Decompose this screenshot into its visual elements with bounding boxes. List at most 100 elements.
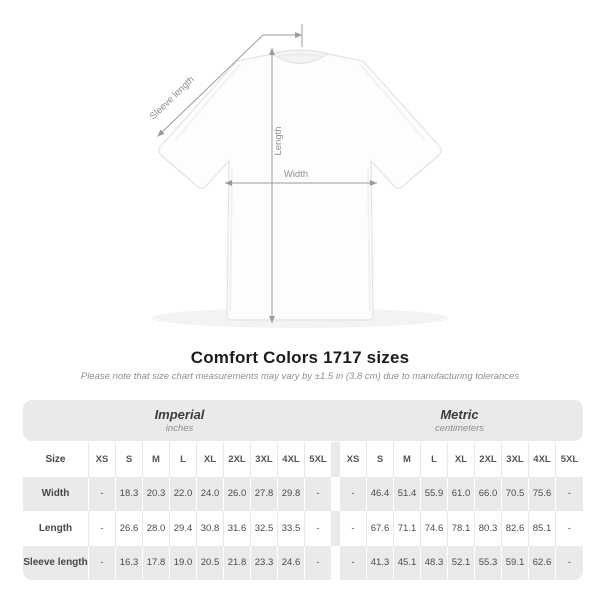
size-col-header: XS (340, 442, 367, 477)
size-col-header: 4XL (278, 442, 305, 477)
value-cell: - (305, 511, 332, 546)
table-row: Length -26.6 28.0 29.4 30.8 31.6 32.5 33.5- -67.… (23, 511, 583, 546)
value-cell: 24.6 (278, 545, 305, 580)
size-col-header: M (143, 442, 170, 477)
value-cell: 26.0 (224, 476, 251, 511)
value-cell: 71.1 (394, 511, 421, 546)
size-col-header: L (170, 442, 197, 477)
value-cell: - (340, 511, 367, 546)
collar (270, 49, 330, 64)
row-label: Length (23, 511, 89, 546)
value-cell: 16.3 (116, 545, 143, 580)
size-col-header: 3XL (502, 442, 529, 477)
value-cell: 26.6 (116, 511, 143, 546)
value-cell: 28.0 (143, 511, 170, 546)
value-cell: 23.3 (251, 545, 278, 580)
table-rows: Size XS S M L XL 2XL 3XL 4XL 5XL XS S M L XL 2XL 3XL 4XL 5… (23, 442, 583, 580)
value-cell: 41.3 (367, 545, 394, 580)
fold-line (359, 63, 426, 141)
size-col-header: 5XL (305, 442, 332, 477)
value-cell: 55.9 (421, 476, 448, 511)
value-cell: 32.5 (251, 511, 278, 546)
arrowhead-down-icon (269, 316, 275, 323)
value-cell: 20.5 (197, 545, 224, 580)
value-cell: 27.8 (251, 476, 278, 511)
section-gap (332, 476, 340, 511)
value-cell: 17.8 (143, 545, 170, 580)
size-col-header: 3XL (251, 442, 278, 477)
value-cell: 74.6 (421, 511, 448, 546)
value-cell: 20.3 (143, 476, 170, 511)
section-gap (332, 442, 340, 477)
size-col-header: XL (197, 442, 224, 477)
value-cell: 19.0 (170, 545, 197, 580)
table-row: Width -18.3 20.3 22.0 24.0 26.0 27.8 29.8- -46.4… (23, 476, 583, 511)
value-cell: - (340, 476, 367, 511)
value-cell: 70.5 (502, 476, 529, 511)
imperial-subtitle: inches (165, 423, 194, 434)
size-header-row: Size XS S M L XL 2XL 3XL 4XL 5XL XS S M L XL 2XL 3XL 4XL 5… (23, 442, 583, 477)
size-chart-table: Imperial inches Metric centimeters Size X… (23, 400, 583, 580)
value-cell: 82.6 (502, 511, 529, 546)
size-col-header: S (367, 442, 394, 477)
value-cell: 48.3 (421, 545, 448, 580)
value-cell: 29.4 (170, 511, 197, 546)
arrowhead-left-icon (225, 180, 232, 186)
fold-line (367, 169, 371, 313)
value-cell: 24.0 (197, 476, 224, 511)
size-col-header: M (394, 442, 421, 477)
size-col-header: 5XL (556, 442, 583, 477)
value-cell: 45.1 (394, 545, 421, 580)
row-label: Sleeve length (23, 545, 89, 580)
value-cell: 78.1 (448, 511, 475, 546)
section-gap (332, 545, 340, 580)
value-cell: 46.4 (367, 476, 394, 511)
row-label: Width (23, 476, 89, 511)
value-cell: - (556, 545, 583, 580)
value-cell: - (556, 476, 583, 511)
size-col-header: 4XL (529, 442, 556, 477)
value-cell: - (305, 476, 332, 511)
value-cell: 52.1 (448, 545, 475, 580)
value-cell: 61.0 (448, 476, 475, 511)
value-cell: 59.1 (502, 545, 529, 580)
value-cell: - (89, 511, 116, 546)
fold-line (229, 169, 233, 313)
tshirt-outline (158, 49, 442, 321)
value-cell: 85.1 (529, 511, 556, 546)
value-cell: 51.4 (394, 476, 421, 511)
value-cell: 33.5 (278, 511, 305, 546)
size-col-header: XS (89, 442, 116, 477)
value-cell: 62.6 (529, 545, 556, 580)
sleeve-length-measure (157, 24, 303, 137)
value-cell: 66.0 (475, 476, 502, 511)
value-cell: 55.3 (475, 545, 502, 580)
table-row: Sleeve length - 16.3 17.8 19.0 20.5 21.8 23.3 24… (23, 545, 583, 580)
value-cell: - (556, 511, 583, 546)
value-cell: 31.6 (224, 511, 251, 546)
value-cell: 21.8 (224, 545, 251, 580)
arrowhead-right-icon (295, 32, 302, 38)
tolerance-note: Please note that size chart measurements… (80, 371, 520, 382)
metric-subtitle: centimeters (434, 423, 485, 434)
size-col-header: L (421, 442, 448, 477)
value-cell: 18.3 (116, 476, 143, 511)
row-label: Size (23, 442, 89, 477)
tshirt-measurement-diagram: Sleeve length Length Width (148, 24, 448, 328)
size-col-header: S (116, 442, 143, 477)
size-col-header: 2XL (475, 442, 502, 477)
value-cell: - (340, 545, 367, 580)
value-cell: - (305, 545, 332, 580)
value-cell: 75.6 (529, 476, 556, 511)
fold-line (174, 63, 241, 141)
units-header-band: Imperial inches Metric centimeters (23, 400, 583, 441)
page-title: Comfort Colors 1717 sizes (190, 348, 410, 367)
arrowhead-sleeve-icon (157, 129, 165, 137)
value-cell: - (89, 476, 116, 511)
metric-section-header: Metric centimeters (336, 400, 583, 441)
value-cell: 30.8 (197, 511, 224, 546)
metric-title: Metric (440, 407, 479, 422)
arrowhead-up-icon (269, 48, 275, 55)
value-cell: 22.0 (170, 476, 197, 511)
